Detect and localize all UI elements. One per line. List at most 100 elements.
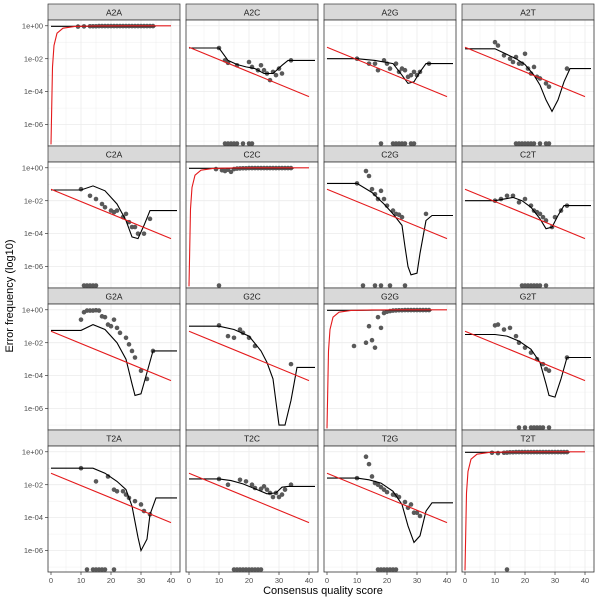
zero-point	[543, 283, 549, 288]
strip-label: C2C	[243, 150, 260, 160]
y-tick-label: 1e-04	[24, 229, 43, 238]
zero-point	[546, 425, 552, 430]
plot-area	[464, 449, 585, 572]
data-point	[378, 188, 384, 194]
grid-lines	[324, 162, 456, 288]
grid-lines	[324, 446, 456, 572]
facet-panel: A2G	[323, 3, 457, 147]
fitted-error-line	[465, 333, 591, 398]
grid-lines	[462, 162, 594, 288]
zero-point	[387, 283, 393, 288]
data-point	[375, 314, 381, 320]
data-point	[225, 333, 231, 339]
data-point	[132, 224, 138, 230]
data-point	[96, 308, 102, 313]
data-point	[510, 193, 516, 199]
panel-background	[462, 304, 594, 430]
data-point	[372, 345, 378, 350]
zero-point	[240, 141, 246, 146]
x-tick-label: 40	[443, 576, 451, 585]
zero-point	[537, 283, 543, 288]
plot-area	[188, 472, 315, 572]
facet-panel: A2C	[185, 3, 319, 147]
strip-label: A2T	[520, 8, 536, 18]
zero-point	[378, 283, 384, 288]
data-point	[225, 482, 231, 488]
x-tick-label: 30	[551, 576, 559, 585]
x-tick-label: 30	[413, 576, 421, 585]
panel-border	[461, 445, 595, 573]
data-point	[372, 61, 378, 66]
data-point	[495, 43, 501, 48]
panel-background	[186, 20, 318, 146]
y-tick-label: 1e+00	[22, 447, 43, 456]
facet-panel: C2C	[185, 145, 319, 289]
x-tick-label: 0	[49, 576, 53, 585]
facet-panels: A2A 1e+00 1e-02 1e-04 1e-06 A2C A2G A2T C2A 1e+00…	[22, 3, 595, 585]
x-axis-title: Consensus quality score	[263, 585, 383, 597]
facet-panel: G2C	[185, 287, 319, 431]
grid-lines	[186, 446, 318, 572]
plot-area	[464, 322, 591, 430]
plot-area	[50, 307, 177, 397]
plot-area	[50, 185, 177, 288]
strip-label: G2C	[243, 292, 260, 302]
data-point	[258, 62, 264, 68]
data-point	[279, 492, 285, 497]
data-point	[93, 479, 99, 484]
data-point	[522, 51, 528, 57]
data-point	[513, 333, 519, 339]
zero-point	[516, 425, 522, 430]
zero-point	[372, 283, 378, 288]
zero-point	[411, 141, 417, 146]
data-point	[138, 368, 144, 374]
panel-background	[48, 162, 180, 288]
data-point	[270, 494, 276, 500]
nominal-error-line	[50, 25, 171, 145]
data-point	[501, 53, 507, 58]
panel-border	[323, 445, 457, 573]
data-point	[378, 325, 384, 331]
zero-point	[84, 567, 90, 572]
data-point	[282, 487, 288, 492]
panel-background	[186, 446, 318, 572]
data-point	[501, 327, 507, 332]
x-tick-label: 10	[353, 576, 361, 585]
y-tick-label: 1e-04	[24, 513, 43, 522]
x-tick-label: 40	[581, 576, 589, 585]
nominal-error-line	[50, 188, 172, 240]
x-tick-label: 10	[77, 576, 85, 585]
data-point	[102, 314, 108, 320]
strip-label: C2T	[520, 150, 536, 160]
panel-background	[48, 446, 180, 572]
data-point	[384, 489, 390, 495]
data-point	[369, 337, 375, 343]
strip-label: C2G	[381, 150, 398, 160]
data-point	[78, 317, 84, 322]
plot-area	[326, 46, 453, 146]
strip-label: A2C	[244, 8, 261, 18]
zero-point	[216, 283, 222, 288]
data-point	[402, 67, 408, 73]
data-point	[516, 200, 522, 205]
data-point	[114, 208, 120, 213]
strip-label: G2A	[105, 292, 122, 302]
data-point	[366, 173, 372, 179]
panel-background	[48, 20, 180, 146]
data-point	[399, 214, 405, 220]
x-tick-label: 20	[383, 576, 391, 585]
y-tick-label: 1e-06	[24, 262, 43, 271]
data-point	[408, 502, 414, 507]
data-point	[246, 59, 252, 65]
nominal-error-line	[464, 451, 585, 571]
facet-panel: T2G 0 10 20 30 40	[323, 429, 457, 585]
x-tick-label: 0	[187, 576, 191, 585]
data-point	[126, 342, 132, 347]
strip-label: T2C	[244, 434, 260, 444]
y-tick-label: 1e-06	[24, 404, 43, 413]
zero-point	[402, 141, 408, 146]
x-tick-label: 20	[521, 576, 529, 585]
plot-area	[188, 45, 315, 146]
data-point	[231, 335, 237, 341]
plot-area	[326, 307, 447, 429]
